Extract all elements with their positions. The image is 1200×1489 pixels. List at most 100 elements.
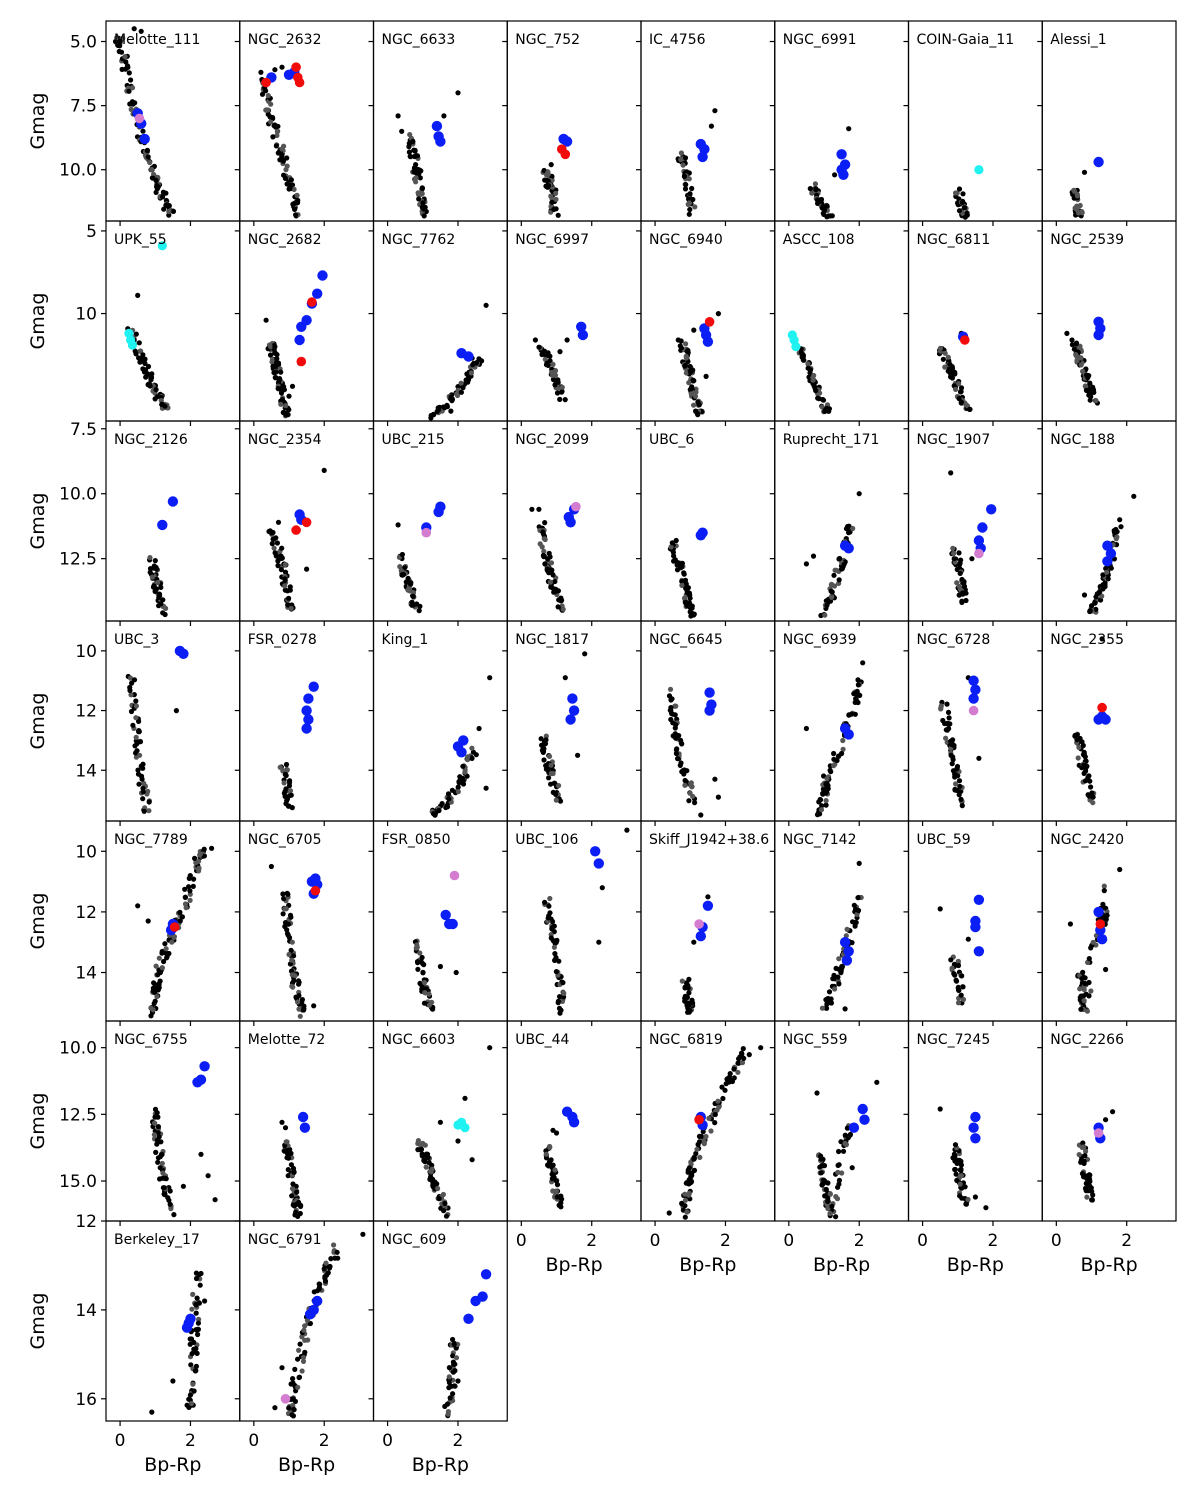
- member-star-point: [687, 387, 693, 393]
- member-star-point: [158, 601, 164, 607]
- member-star-point: [434, 408, 440, 415]
- field-star-point: [832, 172, 838, 178]
- member-star-point: [695, 399, 701, 405]
- field-star-point: [304, 566, 310, 572]
- member-star-point: [140, 352, 146, 358]
- member-star-point: [425, 1154, 431, 1161]
- panel-label: Ruprecht_171: [783, 432, 880, 448]
- panel-NGC_6645: NGC_6645: [636, 620, 776, 826]
- red-star-point: [694, 1114, 704, 1125]
- panel-NGC_6819: NGC_6819 0 2 Bp-Rp: [636, 1020, 776, 1276]
- blue-star-point: [308, 1304, 319, 1316]
- blue-star-point: [859, 1114, 870, 1125]
- member-star-point: [1085, 374, 1091, 381]
- member-star-point: [1089, 1197, 1095, 1203]
- member-star-point: [954, 766, 960, 772]
- member-star-point: [954, 1177, 960, 1183]
- red-star-point: [307, 297, 317, 307]
- member-star-point: [436, 807, 442, 814]
- member-star-point: [136, 718, 142, 725]
- member-star-point: [820, 790, 826, 796]
- blue-star-point: [1102, 556, 1113, 567]
- member-star-point: [844, 926, 850, 932]
- member-star-point: [144, 148, 150, 154]
- blue-star-point: [312, 288, 323, 299]
- member-star-point: [197, 1282, 203, 1288]
- member-star-point: [1088, 1185, 1094, 1191]
- panel-frame: [239, 20, 375, 222]
- member-star-point: [154, 993, 160, 1000]
- field-star-point: [131, 26, 137, 32]
- field-star-point: [849, 1165, 855, 1171]
- member-star-point: [834, 1196, 841, 1202]
- member-star-point: [127, 687, 133, 694]
- member-star-point: [196, 1272, 202, 1278]
- member-star-point: [825, 1205, 831, 1212]
- member-star-point: [188, 1400, 195, 1407]
- member-star-point: [271, 536, 277, 542]
- member-star-point: [814, 812, 821, 818]
- member-star-point: [685, 1169, 691, 1175]
- member-star-point: [956, 778, 963, 784]
- member-star-point: [959, 803, 965, 809]
- member-star-point: [957, 783, 963, 790]
- member-star-point: [285, 932, 291, 938]
- member-star-point: [829, 589, 835, 595]
- member-star-point: [821, 1163, 828, 1169]
- ytick-label: 10.0: [59, 1039, 97, 1059]
- member-star-point: [1078, 1006, 1084, 1012]
- blue-star-point: [480, 1269, 492, 1280]
- panel-label: UPK_55: [114, 232, 167, 248]
- member-star-point: [827, 1191, 833, 1197]
- member-star-point: [554, 390, 561, 396]
- member-star-point: [290, 1413, 296, 1419]
- member-star-point: [155, 184, 161, 190]
- member-star-point: [673, 722, 679, 728]
- member-star-point: [153, 1149, 159, 1155]
- member-star-point: [435, 1185, 441, 1192]
- member-star-point: [963, 1201, 970, 1207]
- member-star-point: [678, 565, 684, 571]
- member-star-point: [681, 571, 687, 577]
- blue-star-point: [697, 527, 708, 538]
- member-star-point: [405, 587, 411, 593]
- panel-label: Alessi_1: [1050, 32, 1106, 48]
- member-star-point: [1090, 794, 1096, 800]
- panel-NGC_7142: NGC_7142: [769, 820, 910, 1026]
- ytick-label: 7.5: [70, 97, 97, 117]
- member-star-point: [822, 1178, 828, 1184]
- member-star-point: [948, 957, 954, 963]
- member-star-point: [540, 350, 546, 357]
- member-star-point: [831, 763, 837, 769]
- field-star-point: [145, 154, 151, 160]
- member-star-point: [286, 407, 292, 413]
- member-star-point: [416, 608, 422, 614]
- member-star-point: [398, 568, 404, 574]
- blue-star-point: [857, 1103, 868, 1115]
- member-star-point: [282, 906, 288, 912]
- member-star-point: [283, 786, 289, 792]
- member-star-point: [136, 781, 142, 787]
- member-star-point: [291, 186, 297, 192]
- member-star-point: [1083, 1180, 1089, 1187]
- member-star-point: [686, 590, 693, 596]
- member-star-point: [464, 773, 470, 779]
- blue-star-point: [576, 321, 587, 332]
- member-star-point: [546, 753, 553, 760]
- member-star-point: [331, 1242, 337, 1248]
- member-star-point: [450, 1336, 456, 1343]
- blue-star-point: [297, 1111, 309, 1123]
- field-star-point: [263, 317, 269, 323]
- field-star-point: [455, 1378, 461, 1384]
- member-star-point: [952, 1166, 958, 1173]
- member-star-point: [162, 941, 168, 947]
- member-star-point: [835, 753, 842, 760]
- member-star-point: [411, 147, 417, 153]
- member-star-point: [419, 1151, 425, 1157]
- member-star-point: [268, 101, 274, 107]
- member-star-point: [191, 1346, 197, 1352]
- member-star-point: [818, 1170, 824, 1176]
- member-star-point: [671, 558, 677, 564]
- member-star-point: [296, 1199, 302, 1206]
- member-star-point: [446, 796, 452, 802]
